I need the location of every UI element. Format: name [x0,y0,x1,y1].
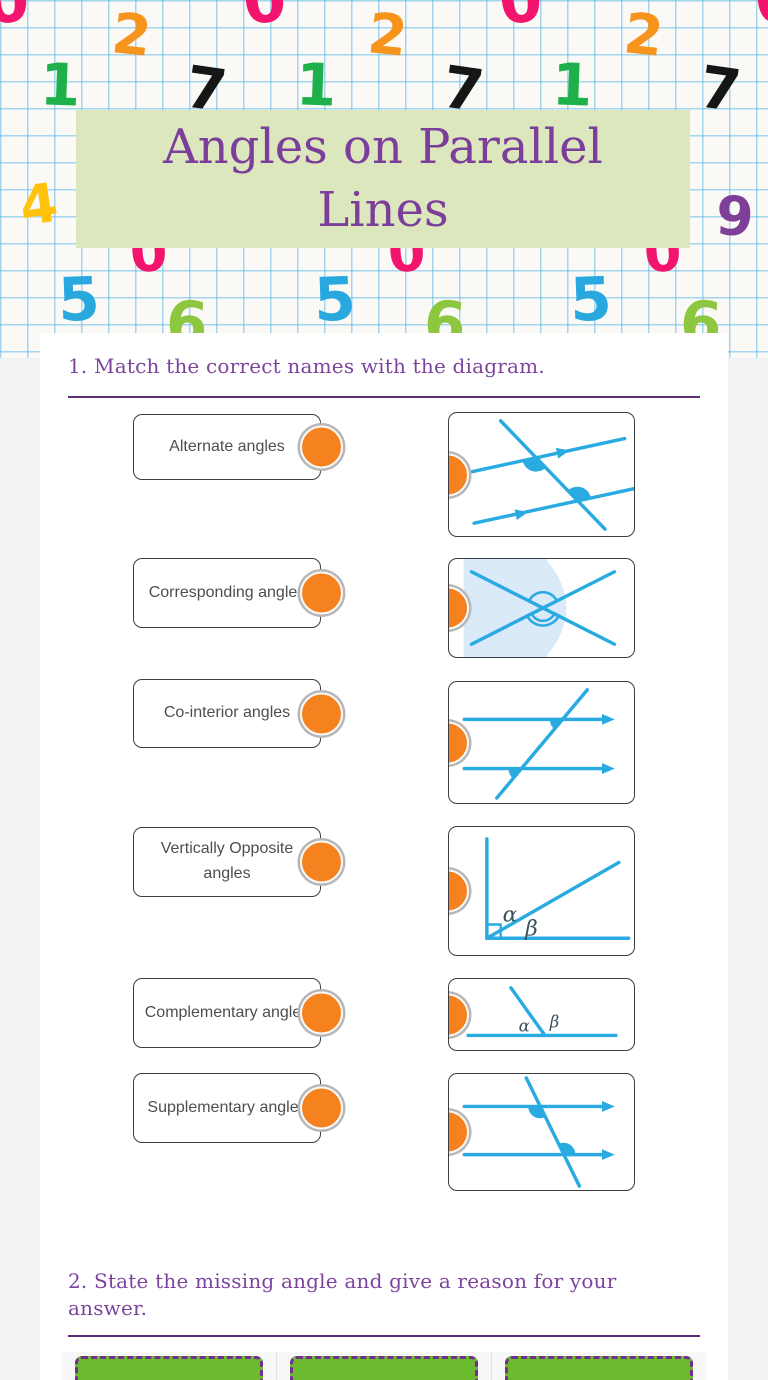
match-connector-dot[interactable] [300,571,343,615]
match-label-corresponding-angles[interactable]: Corresponding angles [133,558,343,628]
diagram-parallel-lines-co-interior-angles [462,1076,615,1188]
diagram-crossing-lines-vertically-opposite [463,559,617,657]
match-connector-dot[interactable] [300,1086,343,1130]
section1-heading: 1. Match the correct names with the diag… [68,354,545,378]
match-connector-dot[interactable] [300,692,343,735]
diagram-right-angle-complementary: α β [485,837,631,941]
answer-table-cell [62,1352,277,1380]
section1-divider [68,396,700,398]
match-label-co-interior-angles[interactable]: Co-interior angles [133,679,343,748]
match-label-text: Co-interior angles [163,704,291,722]
match-label-supplementary-angles[interactable]: Supplementary angles [133,1073,343,1143]
match-diagram-card-2[interactable] [448,558,635,658]
decorative-digit: 4 [15,170,62,239]
decorative-digit: 7 [695,52,745,126]
diagram-parallel-lines-corresponding-angles [462,688,615,800]
svg-text:α: α [519,1017,530,1036]
decorative-digit: 5 [312,264,357,336]
match-connector-dot[interactable] [300,840,343,884]
match-diagram-card-3[interactable] [448,681,635,804]
decorative-digit: 2 [620,1,667,70]
match-label-text: Supplementary angles [147,1098,307,1116]
decorative-digit: 0 [0,0,33,40]
match-diagram-card-6[interactable] [448,1073,635,1191]
worksheet-card: 1. Match the correct names with the diag… [40,333,728,1380]
answer-table-cell [492,1352,706,1380]
match-diagram-card-5[interactable]: α β [448,978,635,1051]
decorative-digit: 2 [364,1,411,70]
decorative-digit: 9 [713,183,756,250]
match-connector-dot[interactable] [300,425,343,469]
match-connector-dot[interactable] [300,991,343,1035]
svg-text:α: α [503,903,518,928]
decorative-digit: 0 [495,0,546,40]
match-label-text: Complementary angles [144,1003,310,1021]
match-diagram-card-4[interactable]: α β [448,826,635,956]
svg-text:β: β [524,916,538,941]
match-label-complementary-angles[interactable]: Complementary angles [133,978,343,1048]
diagram-parallel-lines-alternate-angles [459,419,634,531]
match-label-text: Corresponding angles [148,583,306,601]
answer-image-placeholder[interactable] [75,1356,263,1380]
decorative-digit: 1 [550,50,594,120]
worksheet-title: Angles on Parallel Lines [163,118,603,238]
decorative-digit: 1 [38,50,82,120]
decorative-digit: 0 [239,0,290,40]
match-label-text: Alternate angles [169,437,285,455]
match-diagram-card-1[interactable] [448,412,635,537]
decorative-digit: 5 [568,264,613,336]
diagram-straight-line-supplementary: α β [466,986,618,1038]
match-label-vertically-opposite-angles[interactable]: Vertically Opposite angles [133,827,343,897]
match-label-text: Vertically Opposite angles [160,840,294,882]
title-box: Angles on Parallel Lines [76,110,690,248]
section2-answer-table [62,1352,706,1380]
svg-text:β: β [549,1013,560,1032]
answer-image-placeholder[interactable] [290,1356,478,1380]
decorative-digit: 0 [751,0,768,40]
decorative-digit: 5 [56,264,101,336]
decorative-digit: 1 [294,50,338,120]
match-label-alternate-angles[interactable]: Alternate angles [133,414,343,480]
answer-image-placeholder[interactable] [505,1356,693,1380]
section2-divider [68,1335,700,1337]
section2-heading: 2. State the missing angle and give a re… [68,1269,617,1320]
answer-table-cell [277,1352,492,1380]
decorative-digit: 2 [108,1,155,70]
